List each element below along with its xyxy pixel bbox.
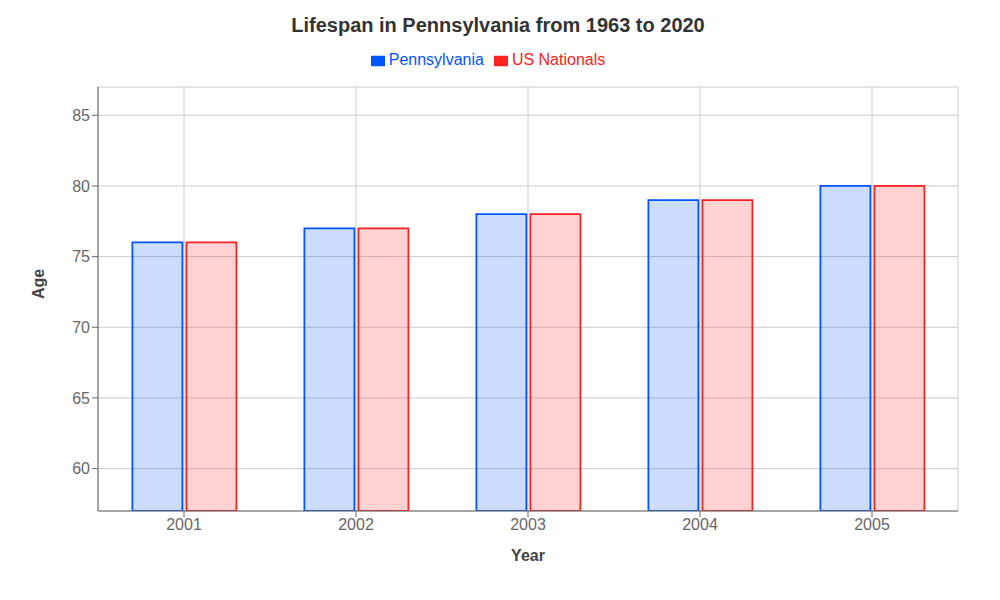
svg-text:85: 85: [72, 107, 90, 124]
html-text:US Nationals: US Nationals: [511, 51, 606, 68]
svg-text:70: 70: [72, 319, 90, 336]
svg-text:75: 75: [72, 248, 90, 265]
svg-text:80: 80: [72, 178, 90, 195]
svg-text:Age: Age: [30, 269, 47, 299]
svg-text:65: 65: [72, 390, 90, 407]
svg-text:Year: Year: [511, 547, 545, 564]
svg-text:2001: 2001: [166, 516, 202, 533]
svg-text:60: 60: [72, 460, 90, 477]
html-text:Lifespan in Pennsylvania from: Lifespan in Pennsylvania from 1963 to 20…: [291, 14, 705, 36]
svg-text:2002: 2002: [338, 516, 374, 533]
svg-text:2005: 2005: [854, 516, 890, 533]
html-text:Pennsylvania: Pennsylvania: [388, 51, 484, 68]
svg-text:2003: 2003: [510, 516, 546, 533]
svg-text:2004: 2004: [682, 516, 718, 533]
